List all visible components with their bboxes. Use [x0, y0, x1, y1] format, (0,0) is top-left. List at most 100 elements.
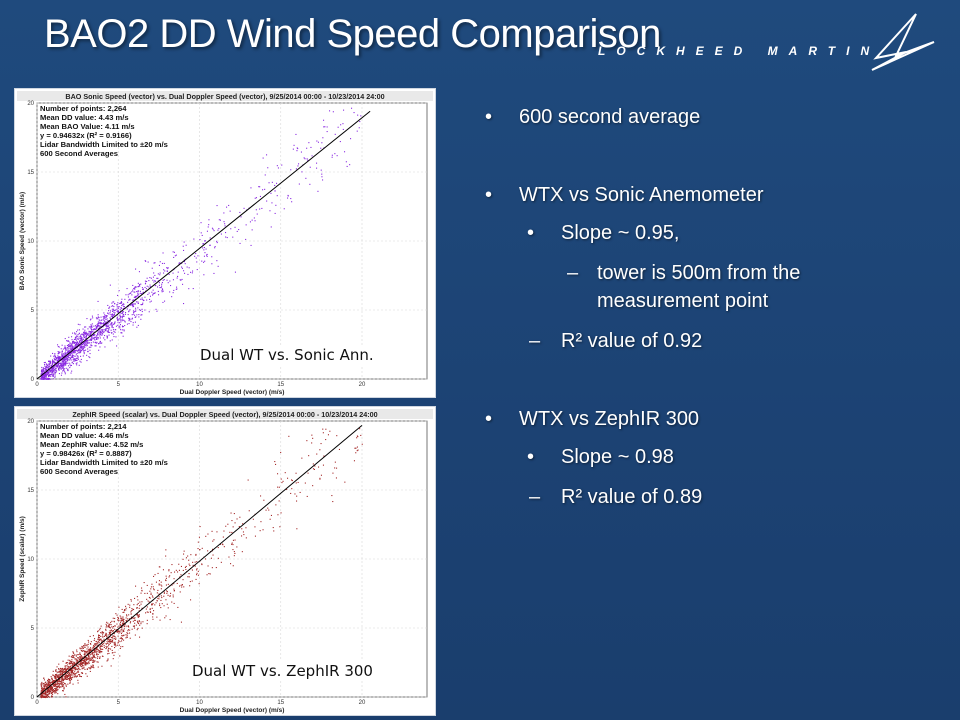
scatter-point [54, 674, 56, 676]
scatter-point [49, 373, 51, 375]
scatter-point [306, 495, 308, 497]
scatter-point [95, 657, 97, 659]
scatter-point [83, 660, 85, 662]
scatter-point [71, 679, 73, 681]
scatter-point [245, 537, 247, 539]
scatter-point [113, 633, 115, 635]
scatter-point [86, 648, 88, 650]
scatter-point [243, 207, 245, 209]
scatter-point [218, 228, 220, 230]
scatter-point [68, 359, 70, 361]
scatter-point [122, 616, 124, 618]
scatter-point [117, 307, 119, 309]
scatter-point [94, 638, 96, 640]
scatter-point [103, 645, 105, 647]
scatter-point [120, 302, 122, 304]
scatter-point [280, 451, 282, 453]
scatter-point [98, 642, 100, 644]
scatter-point [52, 359, 54, 361]
scatter-point [81, 662, 83, 664]
scatter-point [149, 295, 151, 297]
scatter-point [47, 374, 49, 376]
scatter-point [90, 332, 92, 334]
scatter-point [108, 321, 110, 323]
scatter-point [52, 682, 54, 684]
scatter-point [65, 350, 67, 352]
scatter-point [251, 219, 253, 221]
scatter-point [231, 542, 233, 544]
scatter-point [126, 615, 128, 617]
scatter-point [122, 617, 124, 619]
scatter-point [150, 593, 152, 595]
x-tick-label: 20 [359, 382, 366, 388]
scatter-point [57, 677, 59, 679]
scatter-point [86, 662, 88, 664]
scatter-point [65, 367, 67, 369]
scatter-point [51, 689, 53, 691]
scatter-point [131, 608, 133, 610]
scatter-point [204, 260, 206, 262]
scatter-point [100, 632, 102, 634]
scatter-point [84, 660, 86, 662]
scatter-point [71, 339, 73, 341]
scatter-point [72, 355, 74, 357]
scatter-point [108, 329, 110, 331]
scatter-point [73, 652, 75, 654]
scatter-point [68, 344, 70, 346]
scatter-point [85, 664, 87, 666]
scatter-point [98, 317, 100, 319]
scatter-point [179, 585, 181, 587]
scatter-point [80, 336, 82, 338]
scatter-point [183, 586, 185, 588]
scatter-point [89, 334, 91, 336]
scatter-point [149, 277, 151, 279]
scatter-point [47, 378, 49, 380]
scatter-point [120, 302, 122, 304]
scatter-point [255, 209, 257, 211]
scatter-point [312, 437, 314, 439]
scatter-point [72, 346, 74, 348]
scatter-point [61, 683, 63, 685]
scatter-point [96, 649, 98, 651]
scatter-point [77, 342, 79, 344]
scatter-point [79, 669, 81, 671]
scatter-point [51, 679, 53, 681]
scatter-point [277, 514, 279, 516]
scatter-point [83, 346, 85, 348]
scatter-point [73, 359, 75, 361]
scatter-point [45, 377, 47, 379]
scatter-point [110, 329, 112, 331]
scatter-point [116, 345, 118, 347]
scatter-point [46, 689, 48, 691]
scatter-point [164, 617, 166, 619]
scatter-point [111, 316, 113, 318]
scatter-point [149, 298, 151, 300]
scatter-point [71, 660, 73, 662]
scatter-point [92, 652, 94, 654]
scatter-point [148, 311, 150, 313]
scatter-point [99, 627, 101, 629]
scatter-point [58, 676, 60, 678]
scatter-point [75, 343, 77, 345]
scatter-point [46, 373, 48, 375]
scatter-point [120, 646, 122, 648]
scatter-point [322, 464, 324, 466]
scatter-point [96, 651, 98, 653]
scatter-point [99, 331, 101, 333]
scatter-point [111, 314, 113, 316]
scatter-point [62, 360, 64, 362]
scatter-point [113, 638, 115, 640]
scatter-point [96, 653, 98, 655]
scatter-point [95, 338, 97, 340]
scatter-point [85, 656, 87, 658]
scatter-point [259, 195, 261, 197]
scatter-point [64, 676, 66, 678]
scatter-point [112, 327, 114, 329]
scatter-point [99, 657, 101, 659]
scatter-point [138, 615, 140, 617]
bullet-item: measurement point [597, 290, 769, 312]
scatter-point [162, 569, 164, 571]
scatter-point [270, 226, 272, 228]
scatter-point [203, 255, 205, 257]
scatter-point [100, 334, 102, 336]
